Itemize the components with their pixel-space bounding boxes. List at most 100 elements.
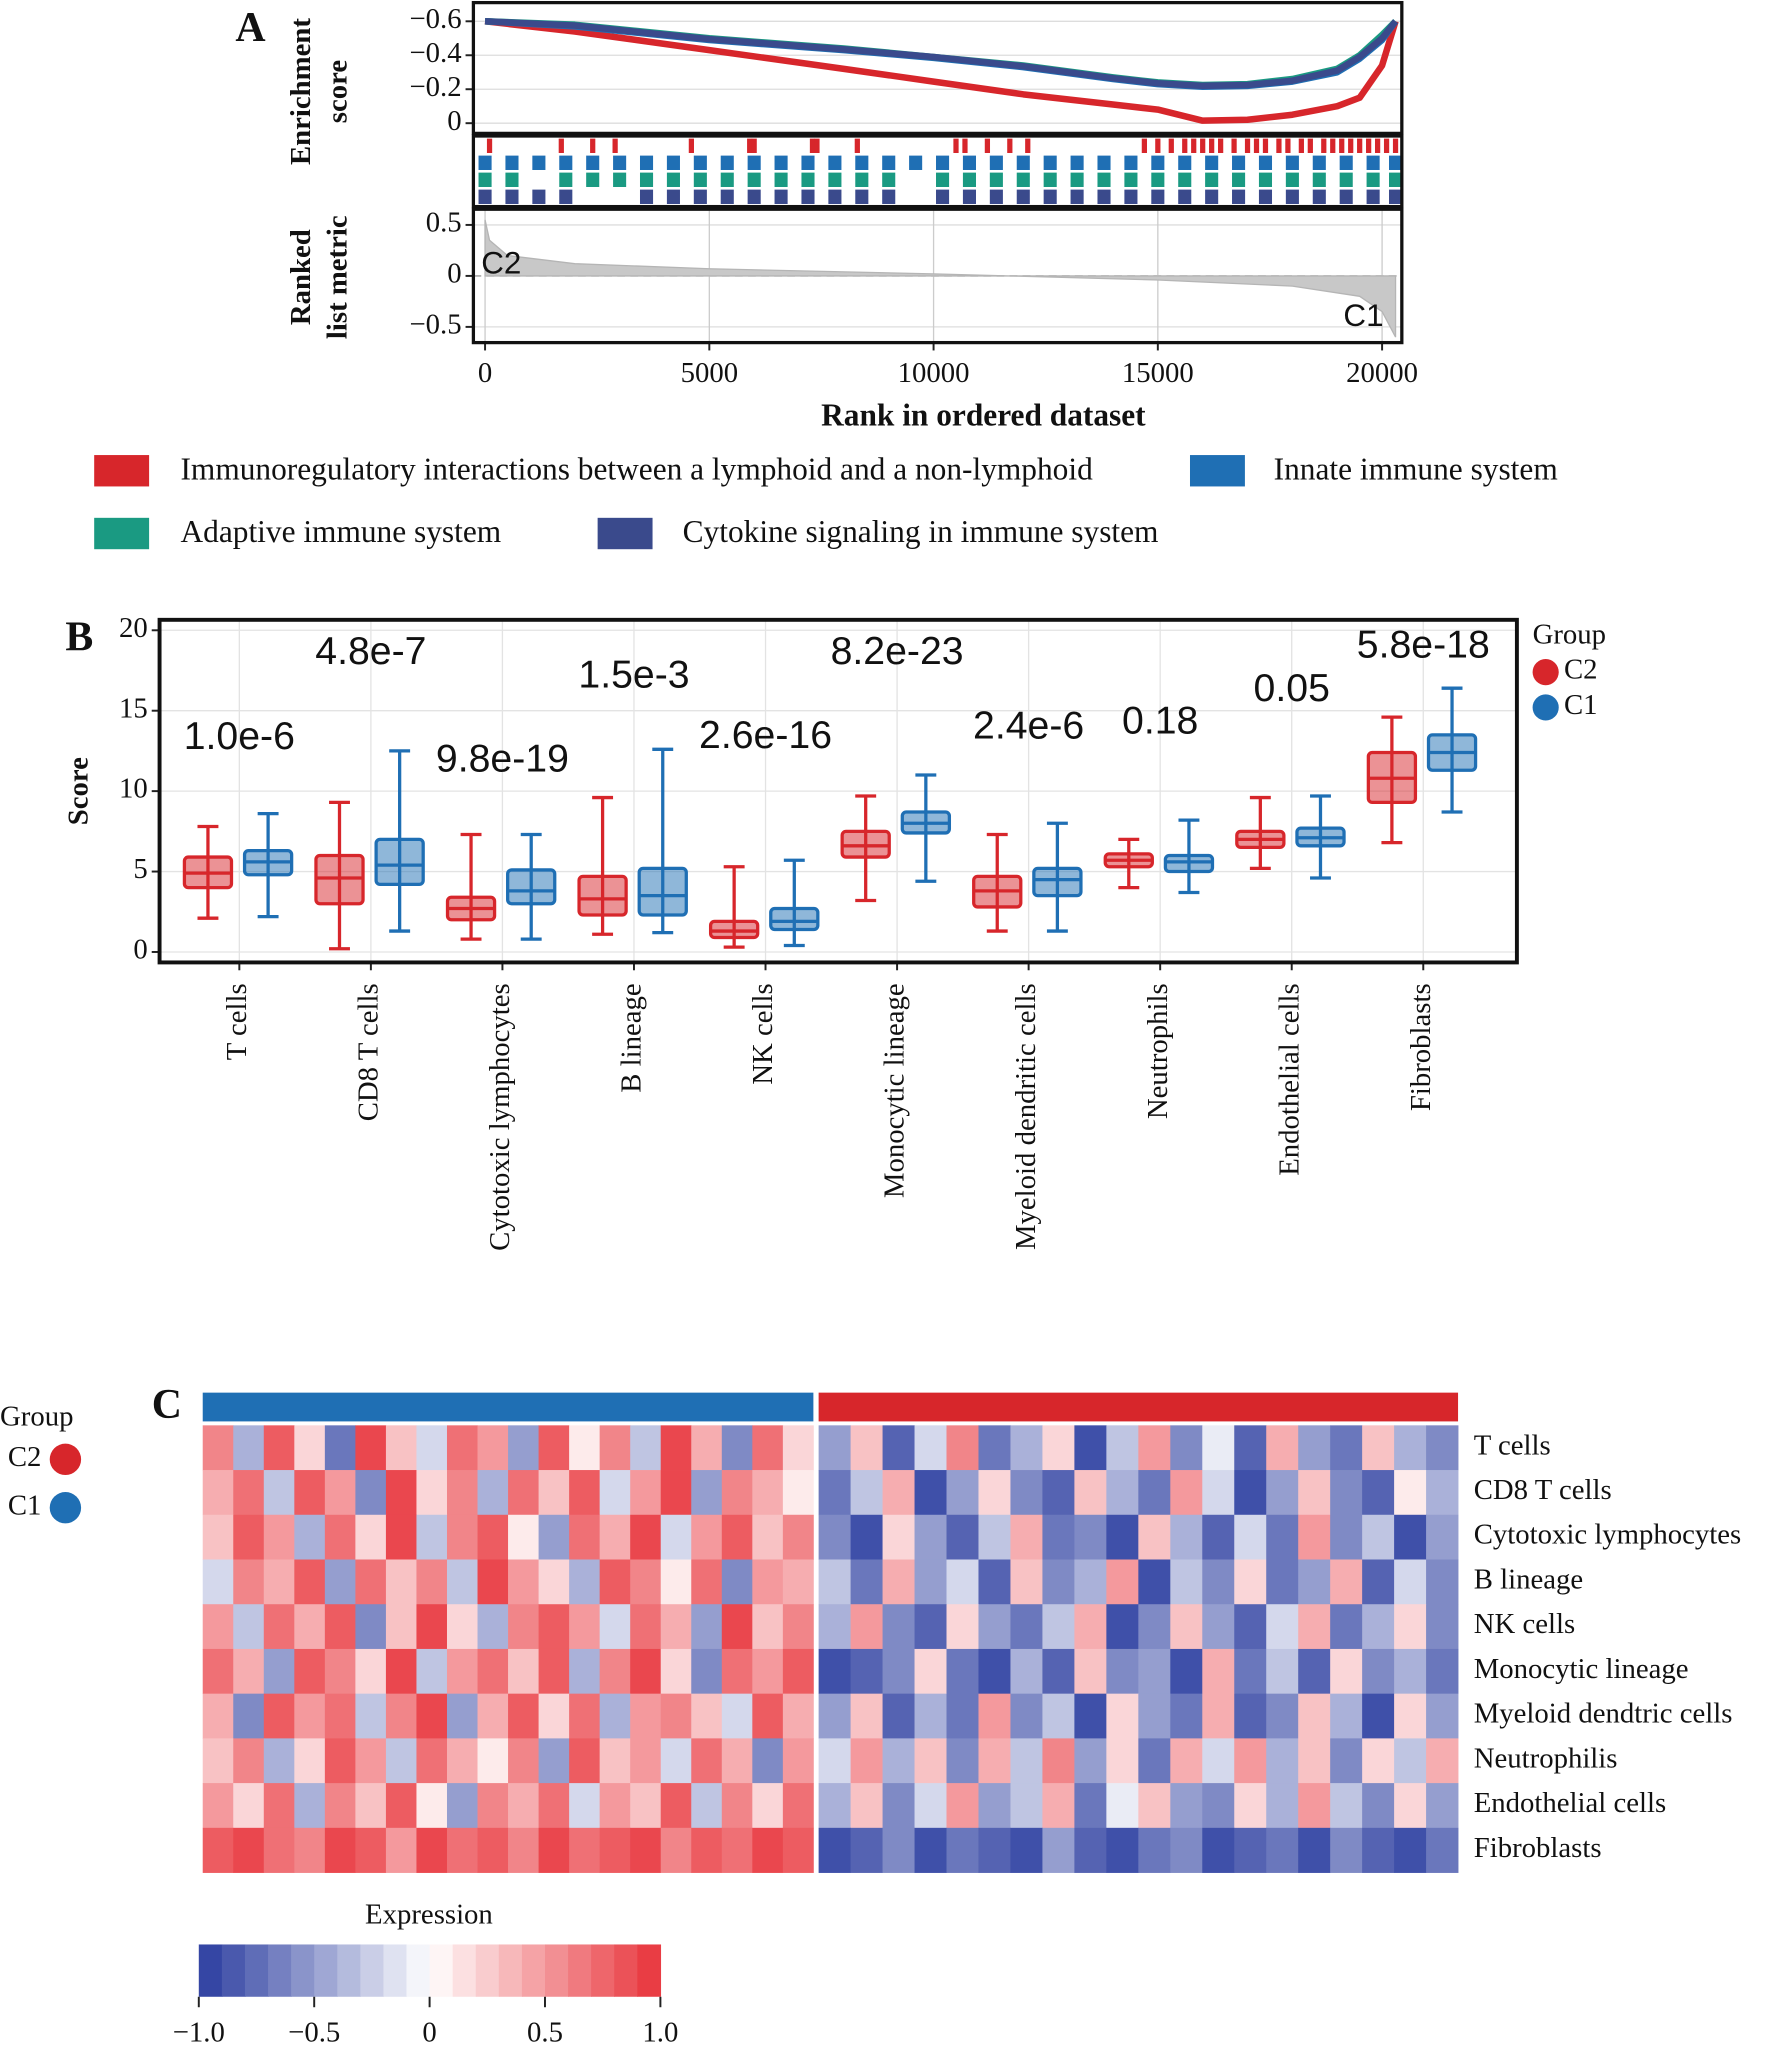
gene-hit xyxy=(1218,138,1224,153)
gene-hit xyxy=(1285,155,1299,170)
panel-letter: C xyxy=(152,1382,182,1428)
es-curve xyxy=(484,18,1399,124)
group-bar xyxy=(202,1392,814,1422)
heat-cell xyxy=(477,1827,509,1873)
heat-cell xyxy=(1234,1559,1267,1605)
heat-cell xyxy=(202,1693,234,1739)
gene-hit xyxy=(1330,138,1336,153)
colorbar-tick-label: 0 xyxy=(422,2016,436,2048)
heat-cell xyxy=(660,1559,692,1605)
colorbar-step xyxy=(452,1944,477,1997)
gene-hit xyxy=(809,138,816,153)
heat-cell xyxy=(660,1604,692,1650)
heat-cell xyxy=(1362,1827,1395,1873)
heat-cell xyxy=(1074,1783,1107,1829)
heat-cell xyxy=(630,1425,662,1471)
heat-cell xyxy=(294,1604,326,1650)
heat-cell xyxy=(782,1648,814,1695)
heat-cell xyxy=(324,1738,356,1784)
gene-hit xyxy=(1097,172,1111,187)
gene-hit xyxy=(532,155,546,170)
heat-cell xyxy=(1298,1738,1331,1784)
gene-hit xyxy=(1312,189,1326,204)
colorbar-step xyxy=(498,1944,523,1997)
heat-cell xyxy=(882,1425,915,1471)
heat-cell xyxy=(660,1648,692,1695)
heat-cell xyxy=(882,1648,915,1695)
gene-hit xyxy=(1339,138,1345,153)
y-tick-label: −0.5 xyxy=(409,308,461,340)
gene-hit xyxy=(1200,138,1206,153)
heat-cell xyxy=(782,1425,814,1471)
heat-cell xyxy=(1170,1783,1203,1829)
heat-cell xyxy=(660,1738,692,1784)
heat-cell xyxy=(416,1827,448,1873)
heat-cell xyxy=(1074,1604,1107,1650)
gene-hit xyxy=(774,172,788,187)
heat-cell xyxy=(263,1738,295,1784)
y-axis-label: score xyxy=(322,60,354,124)
y-tick-label: −0.4 xyxy=(409,37,461,69)
gene-hit xyxy=(774,189,788,204)
legend-label: C2 xyxy=(1564,654,1598,686)
gene-hit xyxy=(1168,138,1174,153)
heat-cell xyxy=(508,1559,539,1605)
heat-cell xyxy=(446,1470,478,1516)
heat-cell xyxy=(538,1559,570,1605)
gene-hit xyxy=(936,189,950,204)
heat-cell xyxy=(477,1738,509,1784)
gene-hit xyxy=(478,172,492,187)
heat-cell xyxy=(850,1470,883,1516)
heat-cell xyxy=(508,1648,539,1695)
gene-hit xyxy=(1043,172,1057,187)
heat-cell xyxy=(1106,1783,1139,1829)
heat-cell xyxy=(233,1648,265,1695)
heat-cell xyxy=(946,1425,979,1471)
gene-hit xyxy=(505,172,519,187)
colorbar-step xyxy=(614,1944,638,1997)
colorbar-step xyxy=(406,1944,431,1997)
heat-cell xyxy=(324,1514,356,1560)
heat-cell xyxy=(294,1425,326,1471)
gene-hit xyxy=(1383,138,1390,153)
heat-cell xyxy=(385,1648,417,1695)
heat-cell xyxy=(752,1604,784,1650)
heat-cell xyxy=(569,1470,601,1516)
panel-frame xyxy=(471,134,1404,209)
heat-cell xyxy=(1074,1693,1107,1739)
heat-cell xyxy=(1266,1827,1299,1873)
heat-cell xyxy=(721,1693,753,1739)
heat-cell xyxy=(416,1738,448,1784)
heat-cell xyxy=(1042,1425,1075,1471)
colorbar-step xyxy=(544,1944,569,1997)
heat-cell xyxy=(263,1514,295,1560)
panel-letter: B xyxy=(65,614,93,660)
heat-cell xyxy=(263,1559,295,1605)
gene-hit xyxy=(1209,138,1215,153)
gene-hit xyxy=(828,172,842,187)
heat-cell xyxy=(1330,1470,1363,1516)
heat-cell xyxy=(1106,1470,1139,1516)
heat-cell xyxy=(691,1514,723,1560)
heat-cell xyxy=(1266,1693,1299,1739)
heat-cell xyxy=(1074,1514,1107,1560)
gene-hit xyxy=(1097,189,1111,204)
y-axis-label: Enrichment xyxy=(285,18,317,165)
heat-cell xyxy=(202,1783,234,1829)
colorbar-step xyxy=(429,1944,454,1997)
row-label: CD8 T cells xyxy=(1474,1474,1612,1506)
heat-cell xyxy=(914,1693,947,1739)
gene-hit xyxy=(936,172,950,187)
heat-cell xyxy=(1042,1648,1075,1695)
heat-cell xyxy=(1170,1738,1203,1784)
gene-hit xyxy=(505,189,519,204)
gene-hit xyxy=(1307,138,1313,153)
heat-cell xyxy=(355,1425,387,1471)
heat-cell xyxy=(782,1693,814,1739)
gene-hit xyxy=(1276,138,1282,153)
gene-hit xyxy=(1312,155,1326,170)
heat-cell xyxy=(477,1559,509,1605)
heat-cell xyxy=(914,1470,947,1516)
x-axis-label: Rank in ordered dataset xyxy=(821,398,1146,433)
heat-cell xyxy=(752,1425,784,1471)
